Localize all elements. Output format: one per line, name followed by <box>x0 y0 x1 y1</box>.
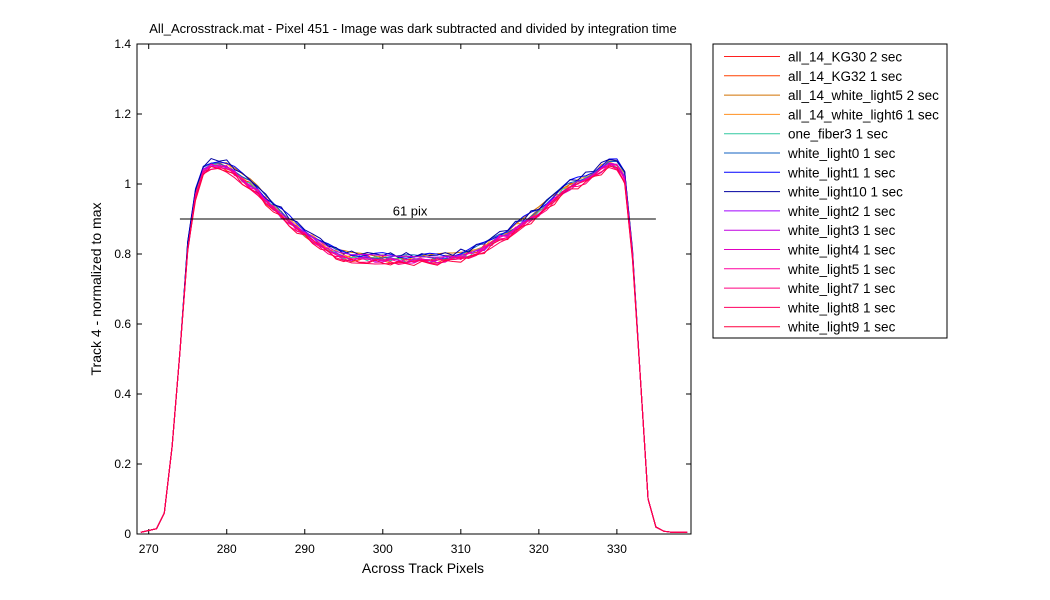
x-tick-label: 310 <box>451 542 471 556</box>
series-line-14 <box>140 165 688 533</box>
legend-label: white_light3 1 sec <box>787 223 896 238</box>
y-tick-label: 0.2 <box>114 457 131 471</box>
x-tick-label: 300 <box>373 542 393 556</box>
axis-ticks: 270 280 290 300 310 320 330 0 0.2 0.4 0.6 0.8 1 1.2 1.… <box>114 37 691 556</box>
legend-items: all_14_KG30 2 sec all_14_KG32 1 sec all_14… <box>724 50 939 335</box>
x-tick-label: 290 <box>295 542 315 556</box>
series-line-13 <box>140 166 688 533</box>
legend-label: white_light4 1 sec <box>787 243 896 258</box>
y-tick-label: 0.8 <box>114 247 131 261</box>
legend-label: white_light9 1 sec <box>787 320 896 335</box>
legend-label: white_light7 1 sec <box>787 281 896 296</box>
annotations: 61 pix <box>179 204 656 220</box>
legend-label: one_fiber3 1 sec <box>788 127 888 142</box>
legend-label: white_light8 1 sec <box>787 300 896 315</box>
legend-box <box>712 43 948 339</box>
y-tick-label: 1.2 <box>114 107 131 121</box>
plot-area <box>136 43 692 535</box>
legend-label: white_light1 1 sec <box>787 165 896 180</box>
series-lines <box>140 157 688 533</box>
x-tick-label: 270 <box>139 542 159 556</box>
x-tick-label: 280 <box>217 542 237 556</box>
legend-label: white_light5 1 sec <box>787 262 896 277</box>
legend-label: all_14_white_light6 1 sec <box>788 107 939 122</box>
legend-label: white_light10 1 sec <box>787 185 903 200</box>
y-tick-label: 0.4 <box>114 387 131 401</box>
series-line-12 <box>140 164 688 533</box>
y-axis-label: Track 4 - normalized to max <box>88 203 104 376</box>
y-tick-label: 0 <box>124 527 131 541</box>
series-line-7 <box>140 157 688 533</box>
x-tick-label: 320 <box>529 542 549 556</box>
x-tick-label: 330 <box>607 542 627 556</box>
annotation-label: 61 pix <box>393 204 428 219</box>
legend-label: white_light2 1 sec <box>787 204 896 219</box>
x-axis-label: Across Track Pixels <box>362 560 484 576</box>
y-tick-label: 0.6 <box>114 317 131 331</box>
legend-label: all_14_KG30 2 sec <box>788 50 902 65</box>
legend-label: all_14_white_light5 2 sec <box>788 88 939 103</box>
y-tick-label: 1 <box>124 177 131 191</box>
legend-label: white_light0 1 sec <box>787 146 896 161</box>
legend: all_14_KG30 2 sec all_14_KG32 1 sec all_14… <box>712 43 948 339</box>
chart-title: All_Acrosstrack.mat - Pixel 451 - Image … <box>149 21 676 36</box>
legend-label: all_14_KG32 1 sec <box>788 69 902 84</box>
y-tick-label: 1.4 <box>114 37 131 51</box>
